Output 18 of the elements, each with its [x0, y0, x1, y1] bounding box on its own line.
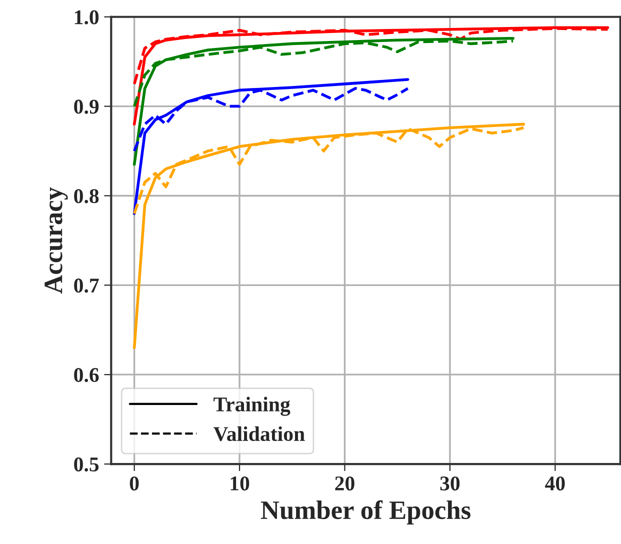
legend-label: Validation [213, 426, 305, 442]
line-series [132, 78, 410, 216]
y-axis-title: Accuracy [44, 187, 68, 294]
y-tick-label: 0.5 [74, 457, 99, 472]
y-tick-label: 0.7 [74, 278, 99, 293]
line-series [132, 122, 525, 350]
x-tick-label: 0 [130, 476, 139, 490]
x-tick-label: 30 [440, 476, 460, 490]
legend-label: Training [214, 396, 290, 416]
line-series [132, 36, 514, 166]
x-tick-label: 20 [335, 476, 354, 490]
y-tick-label: 1.0 [74, 10, 99, 24]
x-tick-label: 40 [545, 476, 565, 490]
y-tick-label: 0.6 [74, 368, 99, 382]
x-axis-title: Number of Epochs [260, 500, 470, 524]
y-tick-label: 0.8 [74, 189, 99, 204]
y-tick-label: 0.9 [74, 100, 99, 114]
x-tick-label: 10 [230, 476, 250, 490]
